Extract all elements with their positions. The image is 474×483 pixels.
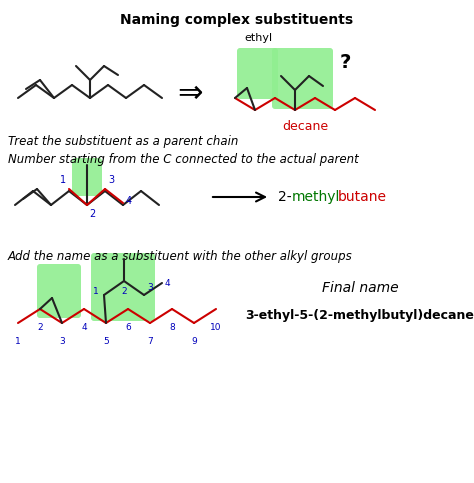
Text: ethyl: ethyl (244, 33, 272, 43)
Text: ⇒: ⇒ (177, 79, 203, 108)
Text: Number starting from the C connected to the actual parent: Number starting from the C connected to … (8, 153, 359, 166)
Text: decane: decane (282, 120, 328, 133)
Text: Naming complex substituents: Naming complex substituents (120, 13, 354, 27)
Text: 10: 10 (210, 323, 222, 332)
FancyBboxPatch shape (91, 253, 155, 321)
Text: 2: 2 (121, 287, 127, 296)
Text: Add the name as a substituent with the other alkyl groups: Add the name as a substituent with the o… (8, 250, 353, 263)
Text: 2: 2 (37, 323, 43, 332)
Text: 4: 4 (126, 196, 132, 206)
Text: 3: 3 (59, 337, 65, 346)
Text: 4: 4 (81, 323, 87, 332)
Text: 5: 5 (103, 337, 109, 346)
Text: 3-ethyl-5-(2-methylbutyl)decane: 3-ethyl-5-(2-methylbutyl)decane (246, 309, 474, 322)
Text: 7: 7 (147, 337, 153, 346)
Text: 1: 1 (15, 337, 21, 346)
Text: ?: ? (340, 54, 351, 72)
Text: 2-: 2- (278, 190, 292, 204)
Text: Final name: Final name (322, 281, 398, 295)
FancyBboxPatch shape (272, 48, 333, 109)
Text: butane: butane (338, 190, 387, 204)
Text: 3: 3 (108, 175, 114, 185)
Text: 2: 2 (89, 209, 95, 219)
Text: 3: 3 (147, 283, 153, 292)
Text: 4: 4 (165, 279, 171, 287)
Text: 6: 6 (125, 323, 131, 332)
Text: Treat the substituent as a parent chain: Treat the substituent as a parent chain (8, 135, 238, 148)
FancyBboxPatch shape (237, 48, 278, 99)
Text: 9: 9 (191, 337, 197, 346)
Text: 1: 1 (93, 287, 99, 297)
Text: 1: 1 (60, 175, 66, 185)
FancyBboxPatch shape (37, 264, 81, 318)
Text: methyl: methyl (292, 190, 340, 204)
Text: 8: 8 (169, 323, 175, 332)
FancyBboxPatch shape (72, 158, 102, 196)
